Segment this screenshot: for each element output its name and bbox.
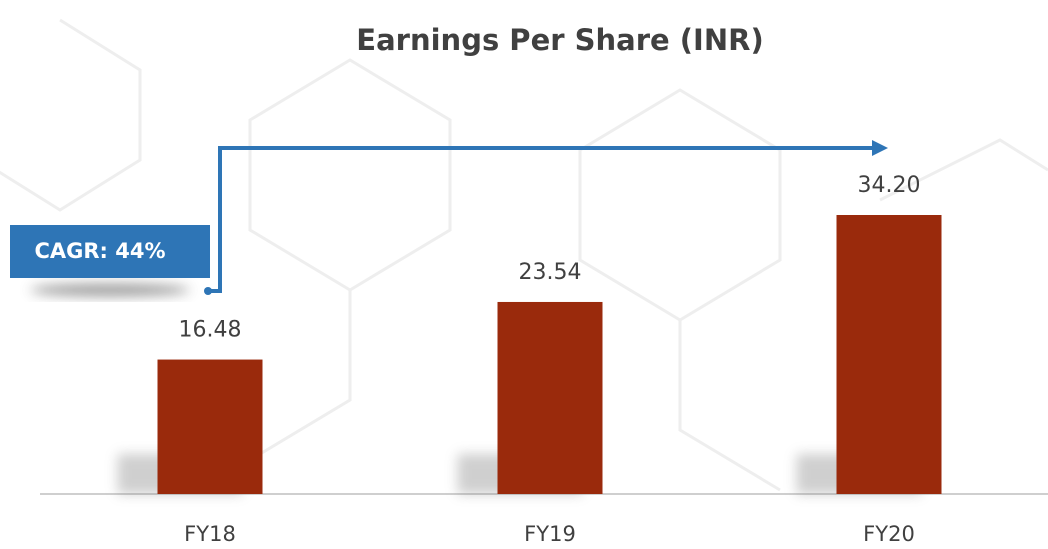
x-tick-label: FY19 — [524, 522, 576, 546]
bar — [157, 359, 263, 494]
data-label: 16.48 — [179, 318, 242, 343]
arrow-head — [872, 140, 888, 156]
box-shadow — [30, 284, 190, 296]
x-tick-label: FY18 — [184, 522, 236, 546]
bar — [497, 301, 603, 494]
chart-title: Earnings Per Share (INR) — [356, 23, 763, 57]
data-label: 23.54 — [519, 260, 582, 285]
data-label: 34.20 — [858, 173, 921, 198]
arrow-start — [204, 287, 212, 295]
cagr-label: CAGR: 44% — [34, 239, 165, 263]
bar — [836, 215, 942, 494]
x-tick-label: FY20 — [863, 522, 915, 546]
background-pattern — [0, 18, 1048, 492]
cagr-arrow — [208, 146, 875, 293]
cagr-box — [10, 225, 210, 278]
